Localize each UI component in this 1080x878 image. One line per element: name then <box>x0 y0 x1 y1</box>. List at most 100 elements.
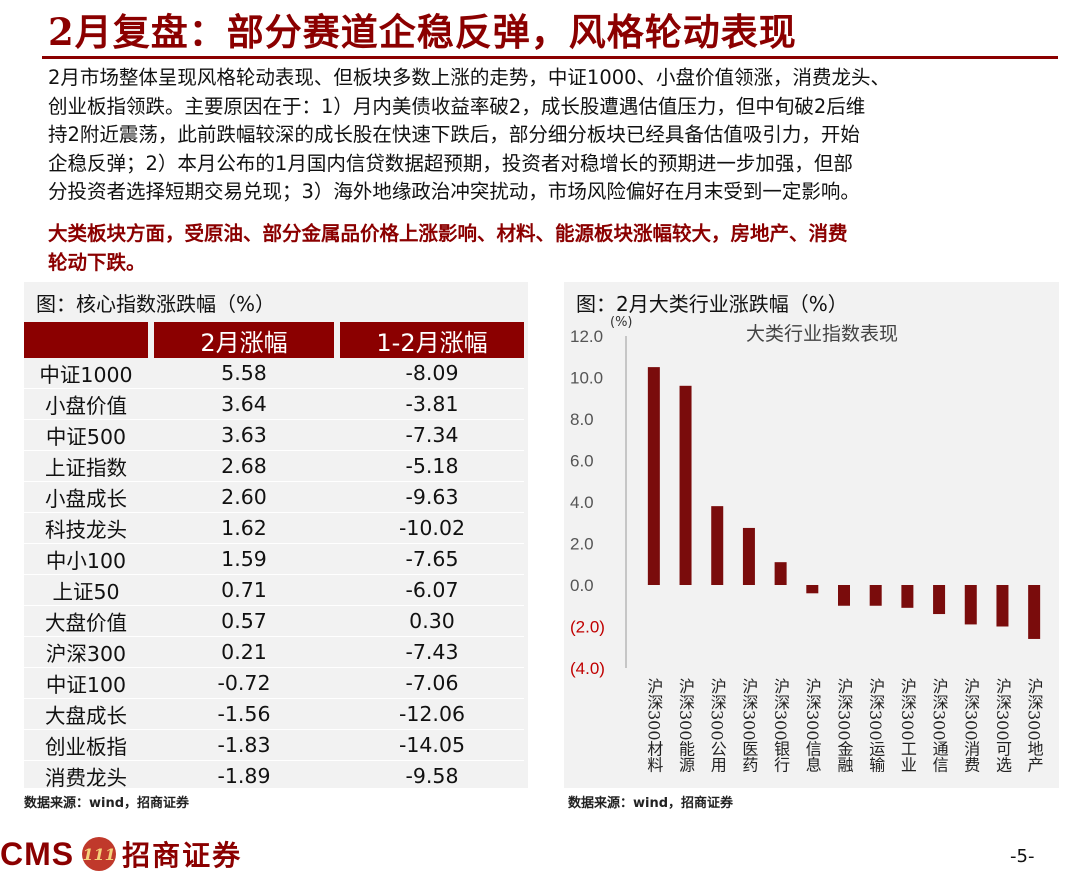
jan-feb-change-cell: -14.05 <box>340 729 524 761</box>
y-tick-label: (2.0) <box>570 618 605 637</box>
jan-feb-change-cell: -5.18 <box>340 450 524 482</box>
y-tick-label: 10.0 <box>570 369 603 388</box>
category-label: 沪深300银行 <box>771 678 790 774</box>
y-tick-label: (4.0) <box>570 659 605 678</box>
cell-gap <box>334 698 340 730</box>
highlight-paragraph: 大类板块方面，受原油、部分金属品价格上涨影响、材料、能源板块涨幅较大，房地产、消… <box>48 220 1060 277</box>
cell-gap <box>148 388 154 420</box>
category-label: 沪深300消费 <box>961 678 980 773</box>
cell-gap <box>148 419 154 451</box>
index-name-cell: 大盘成长 <box>24 698 148 730</box>
bar-1 <box>647 367 660 585</box>
cell-gap <box>334 388 340 420</box>
category-label: 沪深300公用 <box>708 678 727 774</box>
cell-gap <box>334 605 340 637</box>
cell-gap <box>148 450 154 482</box>
bar-13 <box>1028 585 1041 639</box>
jan-feb-change-cell: 0.30 <box>340 605 524 637</box>
bar-2 <box>679 385 692 585</box>
industry-chart-panel: 图：2月大类行业涨跌幅（%） 大类行业指数表现 (%) 12.0 10.0 8.0 6.0… <box>564 282 1059 788</box>
index-name-cell: 科技龙头 <box>24 512 148 544</box>
index-name-cell: 创业板指 <box>24 729 148 761</box>
y-tick-label: 0.0 <box>570 576 594 595</box>
brand-name: 招商证券 <box>122 839 243 872</box>
jan-feb-change-cell: -6.07 <box>340 574 524 606</box>
cell-gap <box>334 512 340 544</box>
cell-gap <box>148 667 154 699</box>
index-name-cell: 小盘成长 <box>24 481 148 513</box>
cell-gap <box>148 698 154 730</box>
index-name-cell: 上证50 <box>24 574 148 606</box>
bar-7 <box>838 585 850 606</box>
jan-feb-change-cell: -7.43 <box>340 636 524 668</box>
jan-feb-change-cell: -7.65 <box>340 543 524 575</box>
right-source-note: 数据来源：wind，招商证券 <box>568 796 734 811</box>
feb-change-cell: -1.89 <box>154 760 334 792</box>
highlight-line: 大类板块方面，受原油、部分金属品价格上涨影响、材料、能源板块涨幅较大，房地产、消… <box>48 222 848 245</box>
brand-logo: CMS 111 招商证券 <box>0 834 242 874</box>
highlight-line: 轮动下跌。 <box>48 250 146 274</box>
table-row: 上证50 0.71 -6.07 <box>24 574 524 606</box>
cell-gap <box>334 760 340 792</box>
y-axis-unit-label: (%) <box>610 316 633 330</box>
bar-12 <box>996 585 1009 627</box>
page-title: 2月复盘：部分赛道企稳反弹，风格轮动表现 <box>48 10 797 54</box>
cell-gap <box>148 574 154 606</box>
feb-change-cell: 2.68 <box>154 450 334 482</box>
bar-3 <box>711 506 724 585</box>
table-row: 大盘价值 0.57 0.30 <box>24 605 524 637</box>
cell-gap <box>148 729 154 761</box>
bar-9 <box>901 585 914 608</box>
header-feb-change: 2月涨幅 <box>154 322 334 358</box>
cell-gap <box>148 760 154 792</box>
table-header-row: 2月涨幅 1-2月涨幅 <box>24 322 524 358</box>
category-label: 沪深300地产 <box>1025 678 1044 773</box>
category-label: 沪深300信息 <box>803 678 822 773</box>
index-table-body: 中证1000 5.58 -8.09 小盘价值 3.64 -3.81 中证500 3.63 -7.… <box>24 358 524 792</box>
index-name-cell: 小盘价值 <box>24 388 148 420</box>
table-row: 中证1000 5.58 -8.09 <box>24 358 524 389</box>
bar-4 <box>742 527 755 585</box>
feb-change-cell: 0.21 <box>154 636 334 668</box>
y-tick-label: 2.0 <box>570 535 594 554</box>
jan-feb-change-cell: -3.81 <box>340 388 524 420</box>
header-jan-feb-change: 1-2月涨幅 <box>340 322 524 358</box>
jan-feb-change-cell: -7.34 <box>340 419 524 451</box>
feb-change-cell: 3.63 <box>154 419 334 451</box>
table-row: 创业板指 -1.83 -14.05 <box>24 729 524 761</box>
feb-change-cell: 2.60 <box>154 481 334 513</box>
index-name-cell: 中证1000 <box>24 358 148 389</box>
y-tick-label: 12.0 <box>570 327 603 346</box>
summary-line: 2月市场整体呈现风格轮动表现、但板块多数上涨的走势，中证1000、小盘价值领涨，… <box>48 66 891 89</box>
index-table: 2月涨幅 1-2月涨幅 中证1000 5.58 -8.09 小盘价值 3.64 -3.81… <box>24 322 524 792</box>
feb-change-cell: 0.57 <box>154 605 334 637</box>
cell-gap <box>148 481 154 513</box>
feb-change-cell: 5.58 <box>154 358 334 389</box>
header-gap <box>334 322 340 358</box>
left-source-note: 数据来源：wind，招商证券 <box>24 796 190 811</box>
table-row: 上证指数 2.68 -5.18 <box>24 450 524 482</box>
index-name-cell: 沪深300 <box>24 636 148 668</box>
summary-line: 企稳反弹；2）本月公布的1月国内信贷数据超预期，投资者对稳增长的预期进一步加强，… <box>48 151 853 175</box>
category-label: 沪深300金融 <box>835 678 854 774</box>
feb-change-cell: 3.64 <box>154 388 334 420</box>
y-tick-label: 6.0 <box>570 452 594 471</box>
header-name <box>24 322 148 358</box>
feb-change-cell: -0.72 <box>154 667 334 699</box>
bar-6 <box>806 585 819 594</box>
table-row: 大盘成长 -1.56 -12.06 <box>24 698 524 730</box>
index-name-cell: 消费龙头 <box>24 760 148 792</box>
cell-gap <box>334 574 340 606</box>
industry-chart-title: 图：2月大类行业涨跌幅（%） <box>576 292 848 316</box>
cell-gap <box>148 512 154 544</box>
summary-line: 持2附近震荡，此前跌幅较深的成长股在快速下跌后，部分细分板块已经具备估值吸引力，… <box>48 123 860 147</box>
table-row: 中小100 1.59 -7.65 <box>24 543 524 575</box>
cell-gap <box>148 605 154 637</box>
feb-change-cell: 1.62 <box>154 512 334 544</box>
index-table-panel: 图：核心指数涨跌幅（%） 2月涨幅 1-2月涨幅 中证1000 5.58 -8.09… <box>24 282 528 792</box>
summary-line: 创业板指领跌。主要原因在于：1）月内美债收益率破2，成长股遭遇估值压力，但中旬破… <box>48 94 866 118</box>
index-name-cell: 中小100 <box>24 543 148 575</box>
jan-feb-change-cell: -9.58 <box>340 760 524 792</box>
index-name-cell: 中证100 <box>24 667 148 699</box>
table-row: 沪深300 0.21 -7.43 <box>24 636 524 668</box>
